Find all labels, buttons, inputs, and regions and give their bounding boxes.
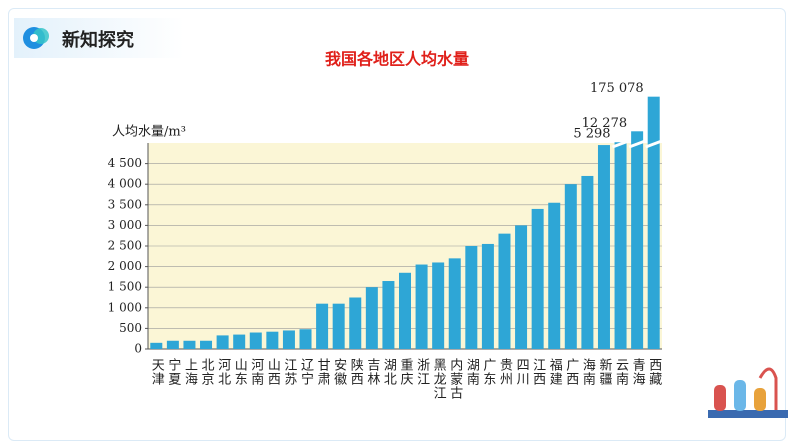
y-tick-label: 1 000 [108,300,142,314]
x-tick-label: 广东 [480,358,496,386]
frame [8,8,786,441]
bar [316,303,329,349]
decoration [708,367,788,418]
x-tick-label: 内蒙古 [447,357,463,400]
x-tick-label: 云南 [613,358,629,386]
x-tick-label: 江苏 [281,358,297,386]
x-tick-label: 湖北 [381,358,397,386]
axis-break [612,139,630,149]
x-tick-label: 河北 [215,358,231,386]
header-title: 新知探究 [62,30,134,51]
bar [515,225,528,349]
bar [548,202,561,349]
bar [481,243,494,349]
y-tick-label: 4 000 [108,177,142,191]
y-tick-label: 1 500 [108,280,142,294]
y-tick-label: 500 [119,321,142,335]
y-tick-label: 3 000 [108,218,142,232]
x-tick-label: 浙江 [414,358,430,386]
bar [432,262,445,349]
axis-break [628,139,646,149]
bar [249,332,262,349]
bar [597,145,610,349]
y-tick-label: 3 500 [108,197,142,211]
x-tick-label: 北京 [199,358,215,386]
x-tick-label: 广西 [563,358,579,386]
x-tick-label: 四川 [514,358,530,386]
x-tick-label: 陕西 [348,358,364,386]
bar [282,330,295,349]
x-tick-label: 河南 [248,358,264,386]
x-tick-label: 天津 [149,358,165,386]
x-tick-label: 重庆 [398,357,414,386]
x-tick-label: 宁夏 [165,357,181,386]
x-tick-label: 贵州 [497,358,513,386]
bar [150,342,163,349]
bar [498,233,511,349]
bar [332,303,345,349]
bar [415,264,428,349]
y-tick-label: 2 500 [108,239,142,253]
x-tick-label: 福建 [547,358,563,386]
header-icon [23,27,49,49]
bar [399,272,411,349]
bar [365,287,378,349]
bar [200,340,213,349]
bar [299,329,312,349]
bar [183,340,196,349]
y-tick-label: 0 [134,342,142,356]
x-tick-label: 甘肃 [315,358,331,386]
bar [266,331,279,349]
x-tick-label: 西藏 [646,358,662,386]
bar [631,131,644,349]
bar [614,142,627,349]
x-tick-label: 山东 [232,358,248,386]
x-tick-label: 海南 [580,358,596,386]
y-tick-label: 2 000 [108,259,142,273]
bar [531,208,544,349]
bar [166,340,179,349]
x-tick-label: 新疆 [596,357,612,386]
x-tick-label: 上海 [182,358,198,386]
value-label: 175 078 [590,81,644,96]
x-tick-label: 青海 [630,358,646,386]
value-label: 12 278 [582,116,628,131]
y-axis-label: 人均水量/m³ [112,125,186,140]
x-tick-label: 吉林 [364,358,380,386]
x-tick-label: 山西 [265,358,281,386]
bar [349,297,362,349]
bar [647,96,660,349]
x-tick-label: 辽宁 [298,358,314,386]
x-tick-label: 安徽 [331,358,347,386]
bar [382,281,395,349]
x-tick-label: 江西 [530,358,546,386]
axis-break [645,139,663,149]
bar [564,184,577,349]
bar [581,175,594,349]
x-tick-label: 湖南 [464,358,480,386]
chart-title: 我国各地区人均水量 [325,50,469,69]
bar [465,246,478,349]
value-label: 5 298 [573,127,610,142]
bar [216,335,229,349]
y-tick-label: 4 500 [108,156,142,170]
bar [448,258,461,349]
bar [233,334,246,349]
x-tick-label: 黑龙江 [431,358,447,400]
